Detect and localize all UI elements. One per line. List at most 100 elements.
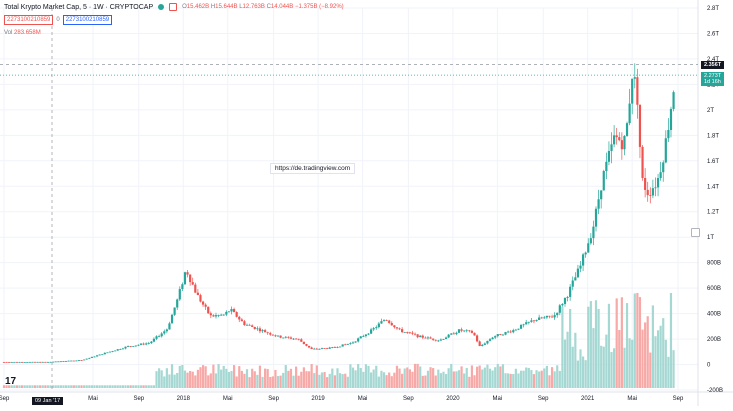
candle-body [235, 312, 238, 317]
volume-bar [631, 339, 634, 388]
x-tick-label: Mai [223, 396, 233, 402]
candle-body [444, 337, 448, 340]
volume-bar [119, 385, 122, 388]
volume-bar [326, 377, 329, 388]
volume-bar [574, 332, 577, 388]
y-tick-label: 1.8T [707, 133, 719, 139]
candle-body [289, 337, 293, 339]
candle-body [499, 334, 502, 336]
volume-bar [538, 371, 541, 388]
candle-body [442, 339, 445, 340]
candle-body [212, 315, 215, 317]
candle-body [491, 337, 494, 340]
volume-bar [163, 376, 166, 388]
chart-title[interactable]: Total Krypto Market Cap, 5 · 1W · CRYPTO… [4, 3, 154, 11]
volume-bar [468, 376, 471, 388]
volume-bar [292, 375, 295, 388]
volume-bar [341, 374, 344, 388]
volume-bar [483, 367, 486, 388]
volume-bar [251, 368, 254, 388]
candle-body [512, 330, 515, 333]
x-tick-label: Sep [673, 396, 684, 402]
auto-scale-button[interactable] [691, 228, 700, 237]
volume-bar [623, 347, 626, 388]
volume-bar [129, 385, 132, 388]
volume-bar [108, 385, 112, 388]
volume-legend: Vol 283.658M [4, 30, 41, 36]
volume-bar [610, 352, 613, 388]
volume-bar [297, 375, 300, 388]
volume-bar [18, 385, 21, 388]
volume-bar [235, 376, 238, 388]
candle-body [457, 329, 461, 333]
volume-bar [644, 322, 647, 388]
volume-bar [592, 328, 595, 388]
volume-bar [165, 368, 168, 388]
y-tick-label: 1T [707, 235, 714, 241]
candle-body [132, 346, 135, 348]
volume-bar [576, 360, 580, 388]
volume-bar [597, 308, 600, 388]
volume-bar [377, 376, 380, 388]
volume-bar [367, 365, 370, 388]
candle-body [525, 322, 528, 325]
candle-body [390, 322, 393, 326]
candle-body [538, 317, 541, 320]
volume-bar [646, 316, 649, 388]
candle-body [36, 361, 39, 363]
candle-body [587, 243, 590, 253]
volume-bar [351, 367, 355, 388]
x-tick-label: Mai [627, 396, 637, 402]
candle-body [589, 238, 592, 244]
input-value-b[interactable]: 2273100210859 [62, 15, 113, 25]
volume-bar [225, 368, 228, 388]
volume-bar [354, 370, 357, 388]
volume-bar [607, 303, 611, 388]
volume-bar [380, 370, 383, 388]
y-tick-label: -200B [707, 388, 723, 394]
volume-bar [230, 371, 233, 388]
candle-body [245, 324, 249, 326]
volume-bar [264, 368, 267, 388]
volume-bar [499, 366, 502, 388]
candle-body [623, 135, 626, 150]
volume-bar [132, 385, 135, 388]
candle-body [67, 360, 70, 362]
candle-body [372, 328, 375, 330]
volume-bar [176, 372, 179, 388]
candle-body [134, 345, 137, 347]
candle-body [266, 332, 269, 334]
input-value-a[interactable]: 2273100210859 [4, 15, 54, 25]
candle-body [517, 328, 520, 330]
candle-body [561, 303, 564, 306]
input-zero: 0 [56, 17, 60, 23]
volume-bar [232, 365, 236, 388]
volume-bar [279, 375, 282, 388]
candle-body [432, 338, 435, 340]
candle-body [656, 178, 660, 188]
candle-body [163, 331, 166, 334]
candle-body [649, 195, 652, 196]
volume-label: Vol [4, 30, 13, 36]
candle-body [318, 348, 321, 350]
y-tick-label: 400B [707, 312, 721, 318]
tradingview-logo[interactable]: 17 [5, 376, 17, 387]
volume-bar [287, 370, 290, 388]
volume-bar [72, 385, 75, 388]
candle-body [522, 324, 525, 326]
volume-bar [116, 385, 119, 388]
candle-body [240, 319, 243, 322]
volume-bar [357, 364, 360, 388]
indicator-inputs: 2273100210859 0 2273100210859 [4, 15, 113, 25]
volume-bar [369, 372, 373, 388]
candle-body [41, 361, 44, 363]
candle-body [416, 334, 419, 338]
volume-bar [473, 375, 476, 388]
candle-body [475, 335, 479, 342]
candle-body [178, 289, 181, 300]
volume-bar [522, 370, 525, 388]
volume-bar [88, 385, 91, 388]
volume-bar [504, 373, 507, 388]
visibility-icon[interactable] [169, 3, 178, 11]
